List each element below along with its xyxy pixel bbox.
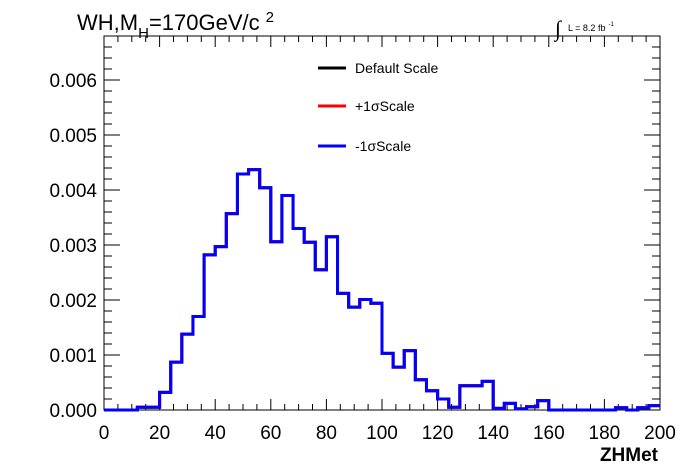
y-tick-label: 0.006 — [49, 71, 97, 92]
x-tick-label: 160 — [533, 423, 565, 444]
y-tick-labels: 0.000 0.001 0.002 0.003 0.004 0.005 0.006 — [49, 71, 97, 422]
x-tick-label: 100 — [366, 423, 398, 444]
x-tick-label: 60 — [260, 423, 281, 444]
y-tick-label: 0.001 — [49, 346, 97, 367]
series-group — [104, 168, 660, 412]
y-tick-label: 0.002 — [49, 291, 97, 312]
legend: Default Scale +1σScale -1σScale — [318, 60, 438, 154]
lumi-integral: ∫ — [553, 16, 563, 42]
series-line-2 — [104, 168, 660, 412]
y-tick-label: 0.003 — [49, 236, 97, 257]
x-tick-labels: 0 20 40 60 80 100 120 140 160 180 200 — [99, 423, 676, 444]
x-tick-label: 200 — [644, 423, 676, 444]
y-tick-label: 0.004 — [49, 181, 97, 202]
chart-title: WH,MH=170GeV/c 2 — [77, 9, 274, 42]
x-tick-label: 0 — [99, 423, 110, 444]
x-tick-label: 120 — [422, 423, 454, 444]
y-tick-label: 0.000 — [49, 401, 97, 422]
legend-label: -1σScale — [355, 138, 411, 154]
x-axis-label: ZHMet — [600, 445, 659, 466]
legend-label: Default Scale — [355, 60, 438, 76]
lumi-label: L = 8.2 fb -1 — [568, 22, 614, 33]
y-tick-label: 0.005 — [49, 126, 97, 147]
x-tick-label: 140 — [477, 423, 509, 444]
x-tick-label: 20 — [149, 423, 170, 444]
x-tick-label: 180 — [589, 423, 621, 444]
legend-label: +1σScale — [355, 98, 415, 114]
x-tick-label: 40 — [205, 423, 226, 444]
x-tick-label: 80 — [316, 423, 337, 444]
